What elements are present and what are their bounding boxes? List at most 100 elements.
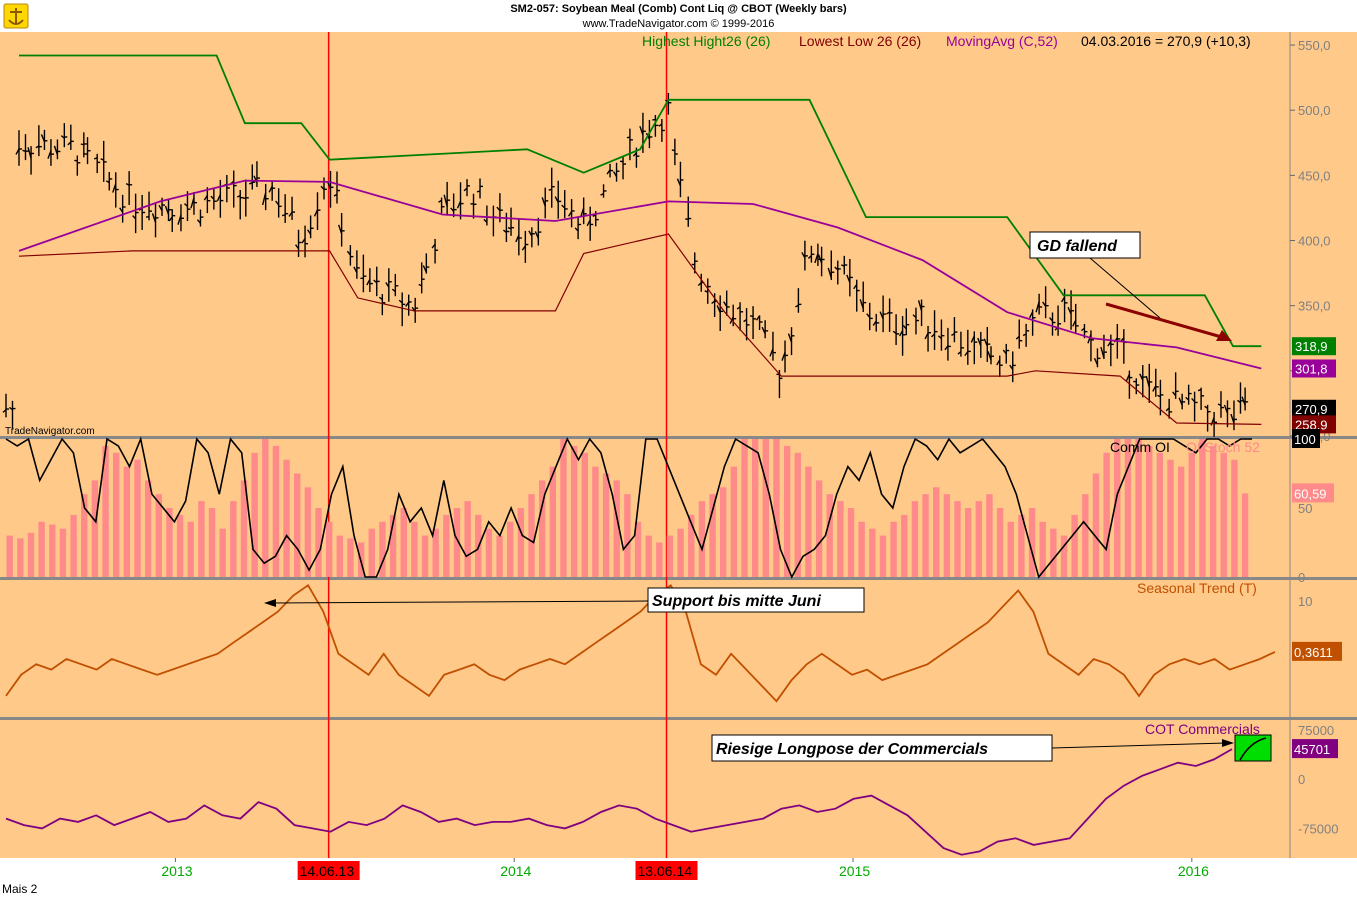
price-bar — [554, 180, 562, 219]
stoch-bar — [336, 535, 344, 577]
price-bar — [1185, 384, 1192, 405]
stoch-bar — [134, 459, 141, 577]
stoch-bar — [837, 501, 844, 577]
stoch-bar — [272, 445, 280, 577]
y-tick-label: 0 — [1298, 570, 1305, 585]
stoch-bar — [528, 494, 535, 577]
y-tick-label: 450,0 — [1298, 168, 1331, 183]
price-tag — [1292, 337, 1336, 356]
stoch-bar — [1007, 521, 1014, 577]
annotation-cot: Riesige Longpose der Commercials — [716, 741, 988, 758]
annotation-cot-arrow — [1051, 742, 1227, 749]
price-bar — [1009, 351, 1016, 383]
price-bar — [626, 128, 633, 161]
price-bar — [568, 199, 575, 228]
stoch-bar — [943, 494, 951, 577]
stoch-bar — [400, 508, 407, 577]
price-bar — [47, 139, 54, 166]
price-bar — [438, 197, 445, 214]
stoch-bar — [538, 480, 546, 577]
price-bar — [755, 315, 763, 331]
stoch-bar — [560, 439, 567, 577]
price-bar — [164, 199, 172, 221]
price-bar — [105, 172, 113, 191]
annotation-support-arrowhead — [264, 599, 276, 607]
series-line-lowest-low — [18, 233, 1262, 425]
price-tag — [1292, 415, 1336, 434]
price-tag-label: 318,9 — [1295, 339, 1328, 354]
y-tick-label: 350,0 — [1298, 299, 1331, 314]
trend-arrow — [1105, 302, 1226, 340]
price-bar — [507, 207, 515, 236]
y-tick-label: 400,0 — [1298, 234, 1331, 249]
price-bar — [853, 279, 860, 312]
price-bar — [676, 161, 684, 198]
price-bar — [313, 192, 321, 230]
price-bar — [1029, 309, 1036, 336]
stoch-bar — [507, 521, 514, 577]
stoch-bar — [602, 473, 610, 577]
price-bar — [450, 193, 457, 218]
anchor-logo-icon[interactable] — [3, 3, 29, 29]
stoch-bar — [890, 521, 897, 577]
price-bar — [1178, 393, 1186, 410]
cot-tag — [1292, 739, 1338, 759]
price-bar — [671, 138, 678, 166]
price-bar — [872, 313, 880, 332]
stoch-bar — [368, 528, 375, 577]
price-bar — [151, 202, 159, 238]
panel-bg-0 — [0, 32, 1357, 436]
stoch-bar — [1060, 535, 1068, 577]
price-bar — [333, 171, 340, 204]
price-bar — [574, 216, 582, 240]
price-bar — [716, 295, 724, 331]
stoch-bar — [1018, 514, 1025, 577]
price-bar — [1230, 400, 1237, 431]
annotation-support-arrow — [271, 600, 649, 604]
panel-bg-3 — [0, 720, 1357, 858]
comm-tag — [1292, 429, 1320, 448]
price-bar — [750, 306, 757, 340]
price-bar — [996, 355, 1003, 377]
price-bar — [761, 320, 769, 339]
price-bar — [600, 184, 607, 198]
price-bar — [1072, 303, 1079, 333]
price-bar — [476, 178, 484, 199]
price-bar — [892, 314, 900, 345]
price-bar — [9, 400, 16, 429]
footer-label: Mais 2 — [2, 882, 38, 896]
annotation-support-box — [647, 587, 865, 613]
price-bar — [1035, 293, 1043, 315]
price-bar — [937, 319, 945, 351]
price-bar — [807, 245, 815, 263]
stoch-bar — [1188, 452, 1195, 577]
price-bar — [67, 124, 74, 150]
stoch-bar — [1167, 459, 1174, 577]
stoch-bar — [975, 501, 983, 577]
stoch-bar — [102, 445, 109, 577]
stoch-bar — [251, 452, 258, 577]
stoch-bar — [879, 535, 887, 577]
stoch-bar — [464, 501, 471, 577]
price-bar — [924, 325, 932, 352]
price-tag-label: 258,9 — [1295, 417, 1328, 432]
stoch-tag-label: 60,59 — [1294, 486, 1327, 501]
stoch-bar — [1156, 452, 1164, 577]
stoch-bar — [1050, 528, 1057, 577]
price-bar — [74, 155, 81, 176]
price-bar — [879, 295, 887, 333]
annotation-cot-arrowhead — [1222, 739, 1234, 747]
price-bar — [1223, 400, 1231, 428]
x-tick-label: 2016 — [1178, 863, 1209, 879]
stoch-bar — [805, 466, 812, 577]
price-bar — [704, 278, 711, 304]
price-bar — [35, 125, 42, 157]
price-bar — [249, 164, 256, 190]
stoch-bar — [1220, 452, 1227, 577]
stoch-bar — [17, 538, 24, 577]
price-bar — [743, 308, 750, 341]
stoch-bar — [624, 494, 631, 577]
stoch-bar — [155, 494, 162, 577]
price-bar — [373, 266, 380, 297]
price-bar — [586, 206, 594, 241]
